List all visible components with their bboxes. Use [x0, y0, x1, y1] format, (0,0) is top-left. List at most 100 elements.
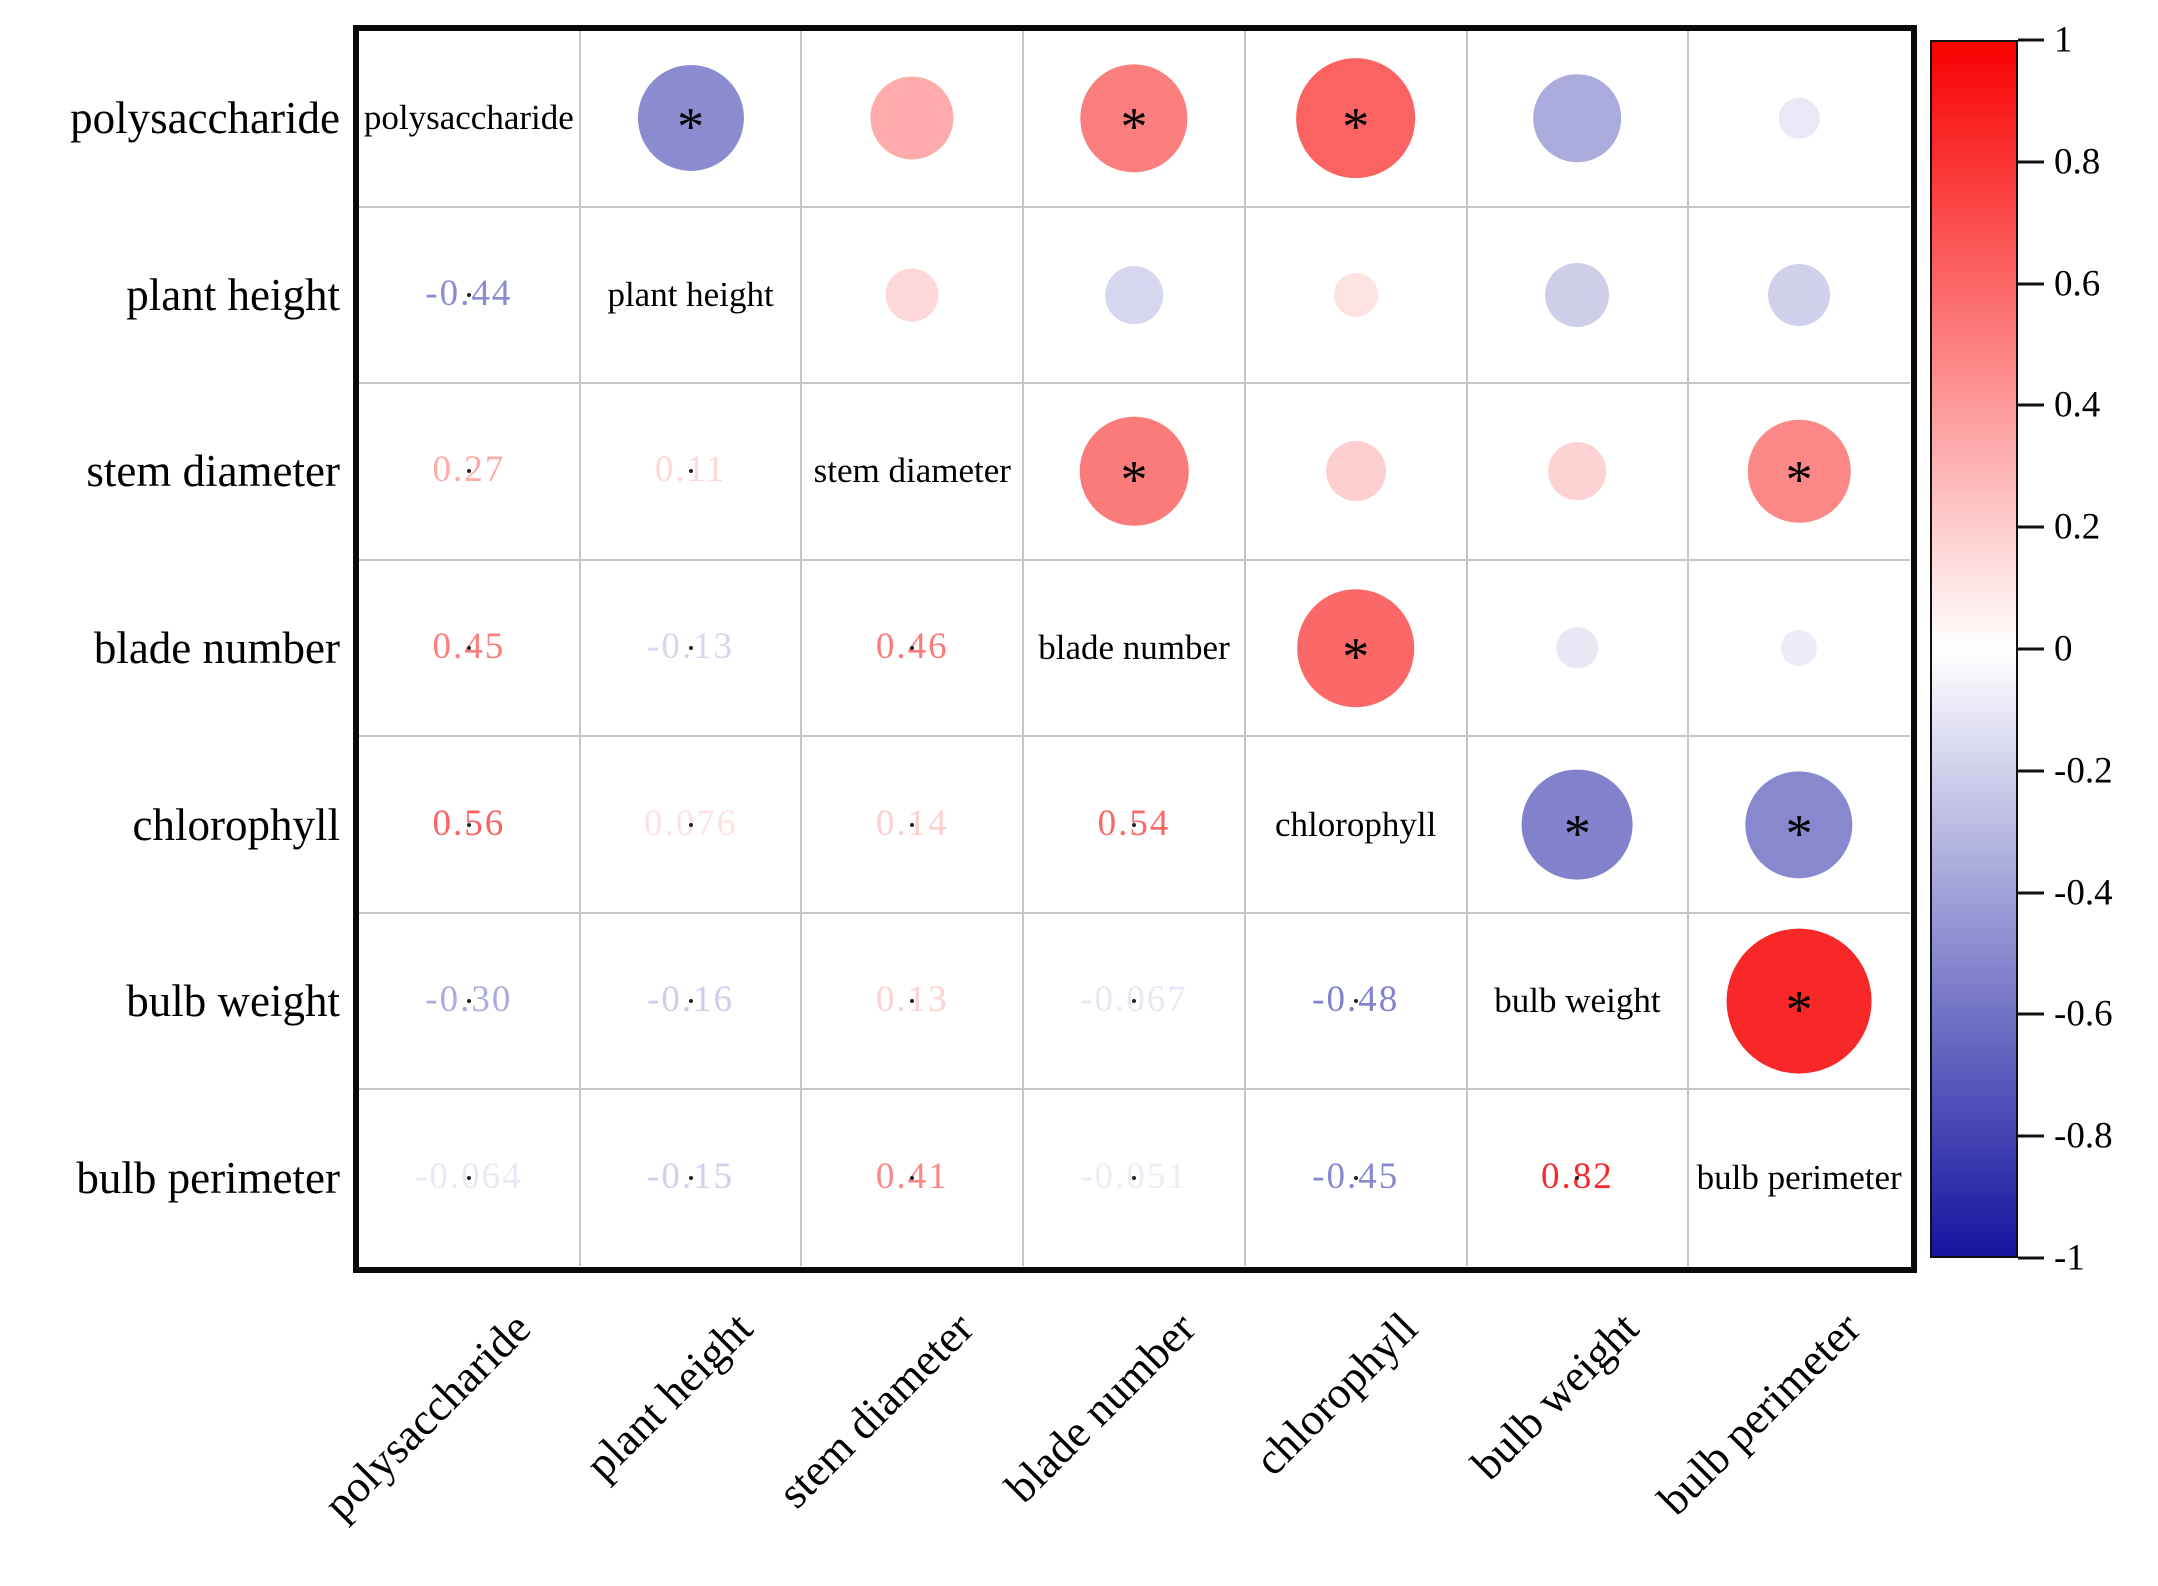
diagonal-variable-label: polysaccharide — [363, 98, 574, 138]
colorbar-gradient — [1930, 40, 2018, 1258]
significance-asterisk: * — [1120, 450, 1148, 511]
cell-center-dot — [1132, 1175, 1136, 1180]
significance-asterisk: * — [1120, 96, 1148, 157]
correlation-circle — [1556, 627, 1599, 669]
cell-center-dot — [910, 822, 915, 827]
colorbar-tick-label: -1 — [2054, 1237, 2085, 1279]
cell-center-dot — [466, 646, 471, 650]
correlation-circle — [1080, 64, 1188, 172]
row-label: bulb weight — [126, 976, 340, 1027]
correlation-circle — [1548, 442, 1607, 501]
colorbar-tick-mark — [2018, 1256, 2044, 1260]
cell-center-dot — [1132, 999, 1136, 1004]
cell-center-dot — [1353, 999, 1358, 1004]
cell-center-dot — [910, 646, 915, 650]
matrix-gridline-horizontal — [358, 1088, 1910, 1091]
cell-center-dot — [1132, 822, 1136, 827]
diagonal-variable-label: bulb weight — [1494, 981, 1661, 1021]
colorbar-tick-mark — [2018, 647, 2044, 651]
colorbar-tick-mark — [2018, 1012, 2044, 1016]
matrix-plot-area: polysaccharide plant height stem diameter b… — [358, 30, 1910, 1266]
correlation-circle — [1747, 420, 1851, 523]
row-label: polysaccharide — [70, 93, 340, 144]
cell-center-dot — [466, 999, 471, 1004]
correlation-circle — [1778, 98, 1820, 139]
colorbar-tick-label: 0.8 — [2054, 141, 2101, 183]
matrix-gridline-vertical — [578, 30, 581, 1266]
matrix-gridline-horizontal — [358, 911, 1910, 914]
colorbar-tick-label: -0.4 — [2054, 872, 2113, 914]
row-label: stem diameter — [86, 446, 340, 497]
cell-center-dot — [688, 469, 693, 474]
significance-asterisk: * — [677, 96, 705, 157]
diagonal-variable-label: plant height — [607, 274, 774, 314]
correlation-circle — [1745, 770, 1853, 879]
colorbar-tick-mark — [2018, 403, 2044, 407]
diagonal-variable-label: bulb perimeter — [1696, 1157, 1902, 1197]
colorbar-tick-mark — [2018, 1134, 2044, 1138]
row-label: blade number — [93, 623, 340, 673]
colorbar-tick-label: -0.2 — [2054, 750, 2113, 792]
matrix-gridline-vertical — [800, 30, 803, 1266]
correlation-circle — [1296, 589, 1415, 707]
cell-center-dot — [688, 1175, 693, 1180]
correlation-circle — [1105, 266, 1163, 324]
correlation-circle — [1545, 262, 1610, 327]
matrix-gridline-vertical — [1687, 30, 1690, 1266]
matrix-gridline-horizontal — [358, 735, 1910, 738]
colorbar-tick-label: 0.4 — [2054, 384, 2101, 426]
cell-center-dot — [688, 999, 693, 1004]
correlation-circle — [637, 65, 744, 172]
colorbar-tick-label: 0.6 — [2054, 263, 2101, 305]
matrix-gridline-horizontal — [358, 558, 1910, 561]
colorbar-tick-label: -0.6 — [2054, 993, 2113, 1035]
significance-asterisk: * — [1563, 803, 1591, 864]
correlation-circle — [1726, 928, 1872, 1074]
significance-asterisk: * — [1785, 450, 1813, 511]
colorbar-tick-mark — [2018, 160, 2044, 164]
matrix-gridline-horizontal — [358, 205, 1910, 208]
colorbar-tick-label: -0.8 — [2054, 1115, 2113, 1157]
colorbar-tick-mark — [2018, 525, 2044, 529]
colorbar-tick-mark — [2018, 891, 2044, 895]
matrix-gridline-horizontal — [358, 382, 1910, 385]
correlation-circle — [1295, 58, 1416, 179]
row-label: chlorophyll — [132, 799, 340, 850]
colorbar-tick-label: 0.2 — [2054, 506, 2101, 548]
significance-asterisk: * — [1342, 626, 1370, 687]
diagonal-variable-label: chlorophyll — [1275, 804, 1437, 844]
cell-center-dot — [466, 292, 471, 297]
significance-asterisk: * — [1342, 96, 1370, 157]
colorbar-tick-label: 1 — [2054, 19, 2073, 61]
diagonal-variable-label: blade number — [1038, 628, 1230, 667]
colorbar-tick-mark — [2018, 769, 2044, 773]
column-label: polysaccharide — [313, 1302, 540, 1529]
matrix-gridline-vertical — [1022, 30, 1025, 1266]
correlation-circle — [1522, 769, 1633, 880]
cell-center-dot — [1353, 1175, 1358, 1180]
colorbar-tick-mark — [2018, 282, 2044, 286]
matrix-gridline-vertical — [1243, 30, 1246, 1266]
cell-center-dot — [688, 646, 693, 650]
correlation-circle — [1781, 629, 1818, 667]
cell-center-dot — [466, 822, 471, 827]
cell-center-dot — [910, 1175, 915, 1180]
cell-center-dot — [1575, 1175, 1580, 1180]
cell-center-dot — [910, 999, 915, 1004]
matrix-gridline-vertical — [1465, 30, 1468, 1266]
correlation-circle — [885, 268, 939, 322]
correlation-circle — [1533, 74, 1622, 163]
significance-asterisk: * — [1785, 979, 1813, 1040]
significance-asterisk: * — [1785, 803, 1813, 864]
colorbar-tick-mark — [2018, 38, 2044, 42]
row-label: plant height — [126, 269, 340, 320]
correlation-circle — [1768, 263, 1831, 326]
correlation-circle — [1333, 272, 1378, 317]
cell-center-dot — [688, 822, 693, 827]
cell-center-dot — [466, 469, 471, 474]
colorbar-tick-label: 0 — [2054, 628, 2073, 670]
correlation-circle — [1325, 441, 1386, 502]
diagonal-variable-label: stem diameter — [813, 451, 1011, 491]
cell-center-dot — [466, 1175, 471, 1180]
